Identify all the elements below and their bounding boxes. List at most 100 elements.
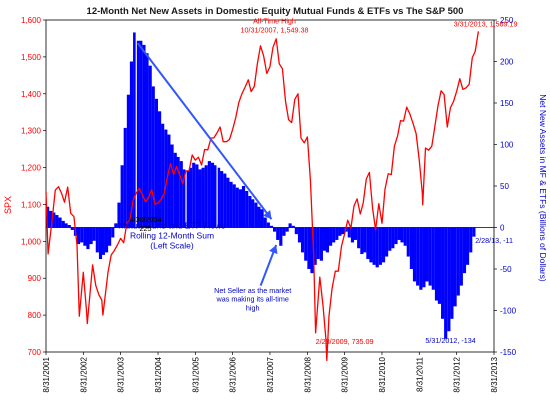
flow-bar [456, 227, 460, 296]
flow-bar [151, 86, 155, 228]
flow-bar [86, 227, 90, 250]
flow-bar [70, 227, 74, 230]
flow-bar [98, 227, 103, 260]
left-tick-label: 800 [28, 311, 42, 320]
flow-bar [307, 227, 311, 269]
arrow-head [263, 210, 272, 220]
right-tick-label: 250 [500, 16, 514, 25]
annotation-flows-label-line: (Left Scale) [150, 240, 194, 250]
flow-bar [120, 165, 124, 228]
flow-bar [182, 169, 186, 228]
left-tick-label: 900 [28, 274, 42, 283]
annotation-net-seller-line: was making its all-time [216, 295, 289, 304]
flow-bar [472, 227, 476, 237]
annotation-net-seller-line: high [246, 303, 260, 312]
flow-bar [195, 164, 199, 228]
flow-bar [419, 227, 423, 290]
flow-bar [304, 227, 308, 261]
flow-bar [381, 227, 386, 263]
annotation-flow-low-line: 5/31/2012, -134 [425, 336, 475, 345]
flow-bar [238, 189, 243, 228]
right-tick-label: -50 [500, 265, 512, 274]
flow-bar [360, 227, 364, 255]
right-tick-label: 100 [500, 141, 514, 150]
flow-bar [260, 209, 264, 228]
flow-bar [332, 227, 336, 243]
annotation-net-seller-line: Net Seller as the market [214, 286, 291, 295]
flow-bar [428, 227, 432, 286]
flow-bar [353, 227, 358, 240]
right-tick-label: 50 [500, 182, 509, 191]
flow-bar [444, 227, 448, 339]
flow-bar [201, 167, 205, 228]
flow-bar [276, 227, 280, 240]
flow-bar [347, 227, 351, 238]
flow-bar [229, 181, 233, 228]
flow-bar [409, 227, 414, 269]
flow-bar [248, 195, 252, 228]
flow-bar [266, 222, 270, 228]
flow-bar [61, 220, 65, 228]
right-tick-label: -100 [500, 307, 517, 316]
flow-bar [357, 227, 361, 249]
flow-bar [459, 227, 463, 286]
flow-bar [366, 227, 370, 260]
flow-bar [447, 227, 451, 332]
flow-bar [403, 227, 407, 246]
flow-bar [198, 169, 202, 228]
annotation-last-spx-line: 3/31/2013, 1,569.19 [454, 20, 518, 29]
arrows [136, 42, 278, 286]
x-tick-label: 8/31/2004 [154, 356, 163, 392]
flow-bar [431, 227, 435, 290]
flow-bar [164, 129, 168, 228]
flow-bar [245, 190, 249, 228]
flow-bar [350, 227, 355, 243]
flow-bar [437, 227, 442, 304]
flow-bar [272, 227, 277, 232]
left-tick-label: 1,000 [21, 237, 42, 246]
left-tick-label: 700 [28, 348, 42, 357]
flow-bar [241, 186, 246, 228]
flow-bar [263, 217, 267, 228]
flow-bar [232, 184, 236, 228]
x-tick-label: 8/31/2005 [191, 356, 200, 392]
flow-bar [176, 156, 180, 228]
right-tick-label: -150 [500, 348, 517, 357]
annotation-low-2009-line: 2/28/2009, 735.09 [316, 337, 374, 346]
flow-bar [173, 152, 177, 228]
left-tick-label: 1,400 [21, 90, 42, 99]
flow-bar [412, 227, 417, 282]
right-tick-label: 200 [500, 58, 514, 67]
x-tick-label: 8/31/2012 [453, 356, 462, 392]
flow-bar [64, 223, 68, 228]
flow-bar [188, 167, 193, 228]
left-tick-label: 1,500 [21, 53, 42, 62]
right-axis-label: Net New Assets in MF & ETFs (Billions of… [538, 94, 548, 282]
flow-bar [185, 171, 190, 228]
flow-bar [108, 227, 112, 246]
x-tick-label: 8/31/2003 [117, 356, 126, 392]
flow-bar [375, 227, 379, 268]
flow-bar [95, 227, 99, 253]
flow-bar [111, 227, 115, 238]
spx-line-group [45, 31, 480, 362]
flow-bar [325, 227, 330, 253]
flow-bar [391, 227, 395, 249]
flow-bar [145, 53, 149, 228]
arrow-shaft [136, 42, 273, 220]
x-tick-label: 8/31/2007 [266, 356, 275, 392]
flow-bar [279, 227, 283, 246]
flow-bar [425, 227, 429, 282]
flow-bar [400, 227, 404, 243]
flows-bars [45, 28, 476, 339]
flow-bar [104, 227, 109, 253]
flow-bar [210, 162, 215, 228]
flow-bar [179, 161, 183, 228]
flow-bar [45, 206, 50, 228]
flow-bar [338, 227, 342, 236]
flow-bar [422, 227, 426, 288]
x-tick-label: 8/31/2013 [490, 356, 499, 392]
